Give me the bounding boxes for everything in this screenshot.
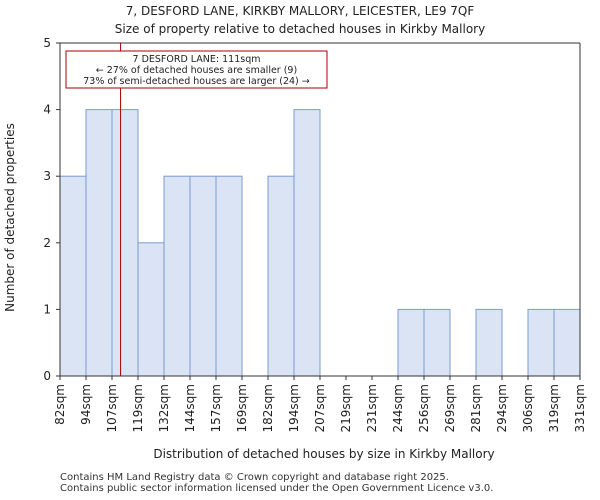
histogram-bar (423, 308, 451, 377)
y-tick-label: 3 (43, 169, 51, 183)
annotation-line: ← 27% of detached houses are smaller (9) (96, 65, 297, 76)
y-tick-label: 2 (43, 236, 51, 250)
x-tick-label: 169sqm (235, 384, 249, 432)
chart-title: 7, DESFORD LANE, KIRKBY MALLORY, LEICEST… (125, 4, 475, 18)
histogram-bar (397, 308, 425, 377)
histogram-chart: 0 1 2 3 4 5 82sqm 94sqm 107sqm 119sqm 132sqm 144sqm… (3, 36, 587, 461)
y-axis-title: Number of detached properties (3, 123, 17, 312)
y-tick-label: 1 (43, 302, 51, 316)
x-tick-label: 82sqm (53, 384, 67, 425)
x-tick-label: 207sqm (313, 384, 327, 432)
x-axis-title: Distribution of detached houses by size … (153, 447, 494, 461)
x-tick-label: 256sqm (417, 384, 431, 432)
histogram-bar (163, 175, 191, 377)
histogram-bar (137, 242, 165, 377)
x-tick-label: 182sqm (261, 384, 275, 432)
annotation-box (65, 50, 328, 89)
x-tick-label: 319sqm (547, 384, 561, 432)
histogram-bar (267, 175, 295, 377)
histogram-bar (215, 175, 243, 377)
annotation-line: 73% of semi-detached houses are larger (… (83, 76, 310, 87)
x-tick-label: 269sqm (443, 384, 457, 432)
x-tick-label: 244sqm (391, 384, 405, 432)
histogram-bar (111, 109, 139, 377)
x-tick-label: 294sqm (495, 384, 509, 432)
histogram-bar (59, 175, 87, 377)
x-tick-label: 107sqm (105, 384, 119, 432)
x-tick-label: 281sqm (469, 384, 483, 432)
chart-subtitle: Size of property relative to detached ho… (114, 22, 486, 36)
attribution-line-1: Contains HM Land Registry data © Crown c… (60, 472, 449, 483)
x-tick-label: 331sqm (573, 384, 587, 432)
x-tick-label: 144sqm (183, 384, 197, 432)
x-tick-label: 231sqm (365, 384, 379, 432)
x-tick-label: 306sqm (521, 384, 535, 432)
y-tick-label: 5 (43, 36, 51, 50)
chart-title-block: 7, DESFORD LANE, KIRKBY MALLORY, LEICEST… (0, 2, 600, 38)
y-tick-label: 4 (43, 103, 51, 117)
x-tick-label: 157sqm (209, 384, 223, 432)
annotation-line: 7 DESFORD LANE: 111sqm (133, 54, 261, 65)
histogram-bar (85, 109, 113, 377)
y-tick-label: 0 (43, 369, 51, 383)
attribution-line-2: Contains public sector information licen… (60, 483, 494, 494)
x-tick-label: 119sqm (131, 384, 145, 432)
histogram-bar (189, 175, 217, 377)
histogram-bar (293, 109, 321, 377)
attribution-footer: Contains HM Land Registry data © Crown c… (60, 472, 493, 494)
x-tick-label: 194sqm (287, 384, 301, 432)
x-tick-label: 219sqm (339, 384, 353, 432)
histogram-bar (475, 308, 503, 377)
x-tick-label: 132sqm (157, 384, 171, 432)
histogram-bar (553, 308, 581, 377)
histogram-bar (527, 308, 555, 377)
x-tick-label: 94sqm (79, 384, 93, 425)
